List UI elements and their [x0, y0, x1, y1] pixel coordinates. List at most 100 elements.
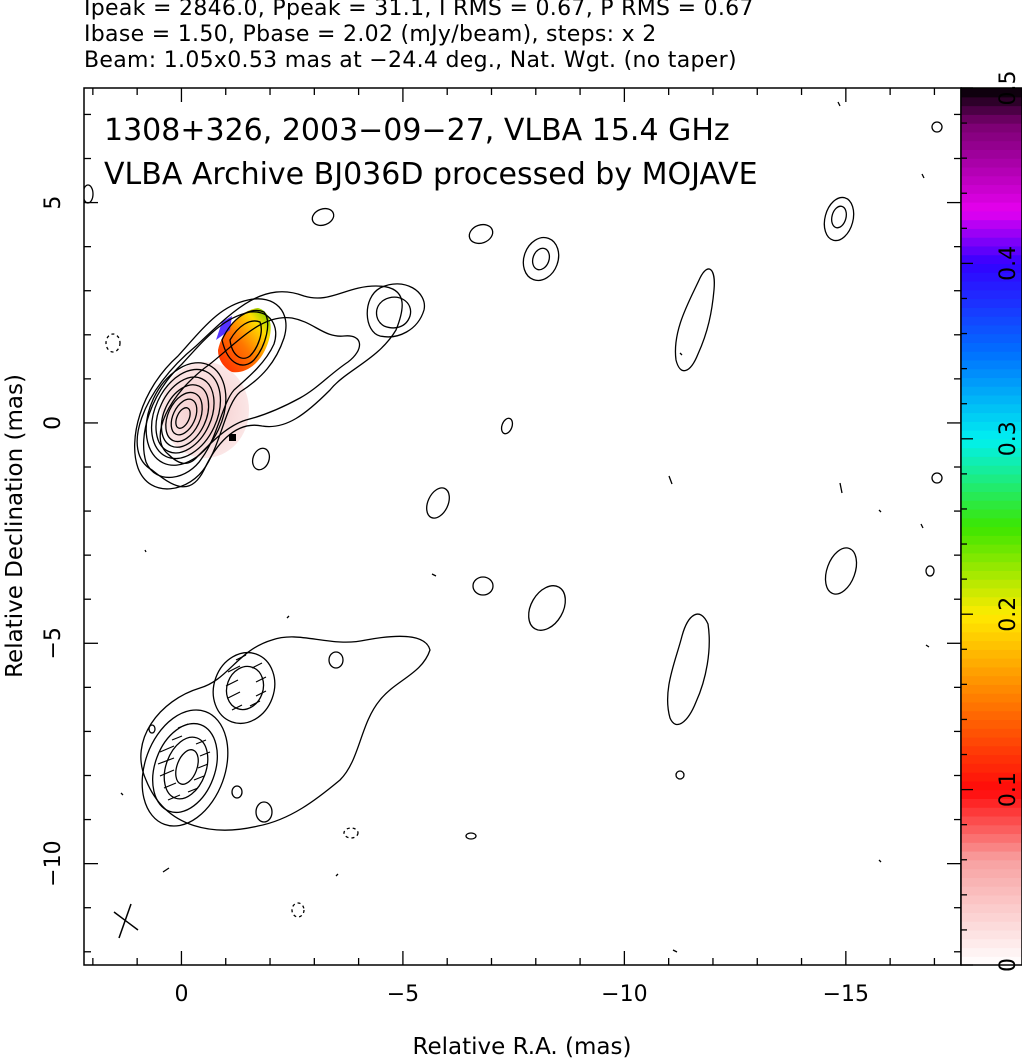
colorbar-band: [961, 307, 1022, 317]
colorbar-band: [961, 868, 1022, 878]
colorbar-band: [961, 359, 1022, 370]
colorbar-band: [961, 710, 1022, 721]
x-tick-label: −10: [601, 982, 647, 1007]
colorbar-band: [961, 745, 1022, 756]
noise-contours: [84, 101, 943, 953]
colorbar-band: [961, 570, 1022, 580]
colorbar-band: [961, 482, 1022, 493]
plot-title-line-1: 1308+326, 2003−09−27, VLBA 15.4 GHz: [104, 113, 730, 148]
colorbar-band: [961, 377, 1022, 387]
colorbar-band: [961, 807, 1022, 817]
high-polarization-patch: [216, 316, 232, 340]
colorbar-band: [961, 649, 1022, 659]
colorbar-band: [961, 701, 1022, 712]
colorbar-band: [961, 719, 1022, 729]
colorbar-band: [961, 412, 1022, 422]
core-contours: [134, 283, 425, 490]
colorbar-band: [961, 772, 1022, 782]
colorbar: [961, 88, 1022, 966]
colorbar-band: [961, 622, 1022, 633]
colorbar-tick-label: 0.4: [996, 246, 1021, 281]
colorbar-band: [961, 219, 1022, 229]
colorbar-band: [961, 403, 1022, 414]
colorbar-band: [961, 894, 1022, 905]
y-tick-label: 0: [41, 416, 66, 430]
colorbar-band: [961, 280, 1022, 291]
colorbar-band: [961, 421, 1022, 431]
colorbar-band: [961, 666, 1022, 677]
colorbar-tick-label: 0.1: [996, 772, 1021, 807]
colorbar-band: [961, 96, 1022, 107]
colorbar-band: [961, 886, 1022, 896]
x-tick-label: −15: [823, 982, 869, 1007]
colorbar-band: [961, 298, 1022, 308]
colorbar-band: [961, 394, 1022, 405]
colorbar-band: [961, 631, 1022, 642]
colorbar-band: [961, 754, 1022, 764]
colorbar-band: [961, 675, 1022, 685]
colorbar-band: [961, 465, 1022, 475]
colorbar-band: [961, 333, 1022, 343]
colorbar-band: [961, 912, 1022, 922]
colorbar-band: [961, 815, 1022, 826]
colorbar-band: [961, 798, 1022, 808]
colorbar-band: [961, 272, 1022, 282]
colorbar-band: [961, 175, 1022, 186]
x-tick-label: −5: [387, 982, 419, 1007]
colorbar-band: [961, 552, 1022, 563]
colorbar-band: [961, 614, 1022, 624]
colorbar-band: [961, 658, 1022, 668]
plot-frame: [83, 87, 962, 966]
colorbar-band: [961, 254, 1022, 264]
colorbar-band: [961, 956, 1022, 966]
beam-marker: [113, 903, 139, 939]
colorbar-tick-labels: 0 0.1 0.2 0.3 0.4 0.5: [996, 71, 1021, 973]
colorbar-band: [961, 342, 1022, 352]
core-polarized-region: [161, 362, 249, 458]
colorbar-band: [961, 166, 1022, 177]
colorbar-band: [961, 140, 1022, 150]
colorbar-band: [961, 228, 1022, 238]
colorbar-band: [961, 947, 1022, 957]
colorbar-band: [961, 780, 1022, 791]
y-tick-labels: 5 0 −5 −10: [41, 196, 66, 887]
colorbar-band: [961, 456, 1022, 466]
colorbar-band: [961, 921, 1022, 931]
colorbar-ticks: [961, 87, 973, 966]
colorbar-band: [961, 579, 1022, 589]
header-line-3: Beam: 1.05x0.53 mas at −24.4 deg., Nat. …: [84, 48, 737, 73]
colorbar-band: [961, 430, 1022, 440]
y-axis-ticks: [84, 113, 961, 953]
black-pixel: [229, 434, 236, 441]
colorbar-band: [961, 517, 1022, 528]
colorbar-band: [961, 877, 1022, 887]
colorbar-tick-label: 0: [996, 958, 1021, 972]
colorbar-band: [961, 938, 1022, 949]
x-tick-labels: 0 −5 −10 −15: [174, 982, 869, 1007]
header-line-1: Ipeak = 2846.0, Ppeak = 31.1, I RMS = 0.…: [84, 0, 754, 21]
colorbar-band: [961, 929, 1022, 940]
colorbar-band: [961, 184, 1022, 194]
colorbar-band: [961, 596, 1022, 607]
colorbar-band: [961, 491, 1022, 501]
colorbar-band: [961, 500, 1022, 510]
colorbar-band: [961, 842, 1022, 852]
y-axis-label: Relative Declination (mas): [2, 374, 28, 678]
x-axis-label: Relative R.A. (mas): [413, 1034, 632, 1060]
colorbar-band: [961, 245, 1022, 256]
colorbar-band: [961, 903, 1022, 913]
colorbar-band: [961, 324, 1022, 335]
colorbar-band: [961, 123, 1022, 133]
colorbar-band: [961, 833, 1022, 843]
colorbar-band: [961, 158, 1022, 168]
colorbar-band: [961, 684, 1022, 694]
colorbar-band: [961, 237, 1022, 247]
polarization-vectors: [157, 654, 267, 801]
colorbar-band: [961, 368, 1022, 379]
colorbar-band: [961, 263, 1022, 273]
colorbar-tick-label: 0.5: [996, 71, 1021, 106]
colorbar-band: [961, 535, 1022, 545]
colorbar-band: [961, 447, 1022, 457]
colorbar-tick-label: 0.2: [996, 597, 1021, 632]
